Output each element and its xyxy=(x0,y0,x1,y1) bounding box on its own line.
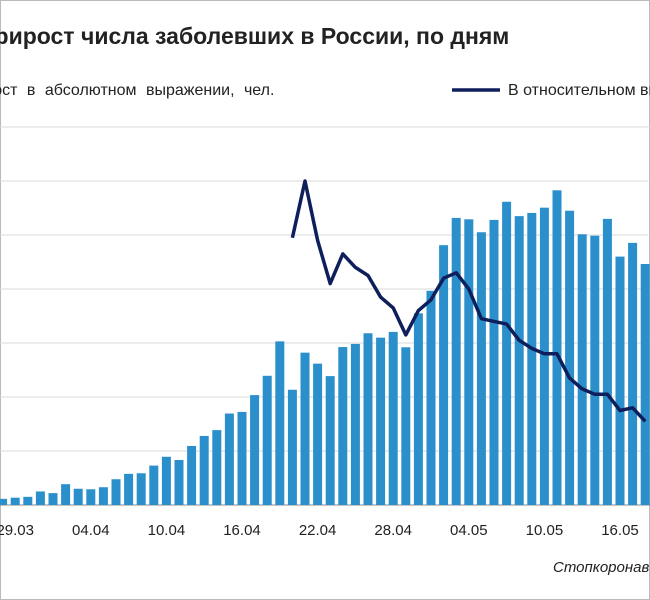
line xyxy=(290,179,647,423)
bar xyxy=(61,484,71,505)
x-tick-label: 16.05 xyxy=(601,522,639,539)
bar xyxy=(527,212,537,506)
source: Стопкоронавирус.рф xyxy=(553,559,650,576)
bar xyxy=(174,459,184,505)
bar xyxy=(338,347,348,505)
bar xyxy=(514,216,524,505)
bar xyxy=(237,411,247,505)
chart-title: Прирост числа заболевших в России, по дн… xyxy=(0,23,509,49)
bar xyxy=(628,242,638,505)
bar xyxy=(552,190,562,505)
bar xyxy=(48,493,58,505)
bar xyxy=(640,263,650,505)
bar xyxy=(325,376,335,505)
bar xyxy=(376,337,386,505)
bar xyxy=(413,313,423,505)
bar xyxy=(73,488,83,505)
bar xyxy=(10,497,20,505)
bar xyxy=(350,343,360,505)
x-tick-label: 29.03 xyxy=(0,522,34,539)
x-tick-label: 16.04 xyxy=(223,522,261,539)
bar xyxy=(615,256,625,505)
bar xyxy=(426,290,436,505)
bar xyxy=(23,496,33,505)
x-tick-label: 10.05 xyxy=(526,522,564,539)
bar xyxy=(262,375,272,505)
bar xyxy=(35,491,45,505)
bar xyxy=(476,232,486,505)
bar xyxy=(224,413,234,505)
bar xyxy=(539,207,549,505)
x-tick-label: 10.04 xyxy=(148,522,186,539)
bar xyxy=(602,218,612,505)
bar xyxy=(161,456,171,505)
x-tick-label: 04.05 xyxy=(450,522,488,539)
legend-label: В относительном выражении, % xyxy=(508,82,650,99)
bar xyxy=(502,201,512,505)
bar xyxy=(439,245,449,505)
bar xyxy=(98,487,108,505)
x-tick-label: 28.04 xyxy=(374,522,412,539)
bar xyxy=(275,341,285,505)
x-tick-label: 22.04 xyxy=(299,522,337,539)
bar xyxy=(111,479,121,505)
bar xyxy=(287,389,297,505)
bar xyxy=(464,219,474,506)
x-tick-label: 04.04 xyxy=(72,522,110,539)
bar xyxy=(300,352,310,505)
bar xyxy=(577,234,587,505)
bar xyxy=(136,473,146,505)
bar xyxy=(124,473,134,505)
bar xyxy=(187,445,197,505)
legend-label: Прирост в абсолютном выражении, чел. xyxy=(0,82,274,99)
bar xyxy=(401,347,411,505)
bar xyxy=(86,489,96,505)
bar xyxy=(149,465,159,505)
bar xyxy=(199,435,209,505)
bar xyxy=(212,430,222,505)
bar xyxy=(363,333,373,505)
bar xyxy=(313,363,323,505)
bar xyxy=(565,210,575,506)
bar xyxy=(250,395,260,505)
bar xyxy=(451,217,461,505)
bar xyxy=(590,235,600,505)
bar xyxy=(388,331,398,505)
bar xyxy=(0,498,8,505)
bar xyxy=(489,219,499,506)
